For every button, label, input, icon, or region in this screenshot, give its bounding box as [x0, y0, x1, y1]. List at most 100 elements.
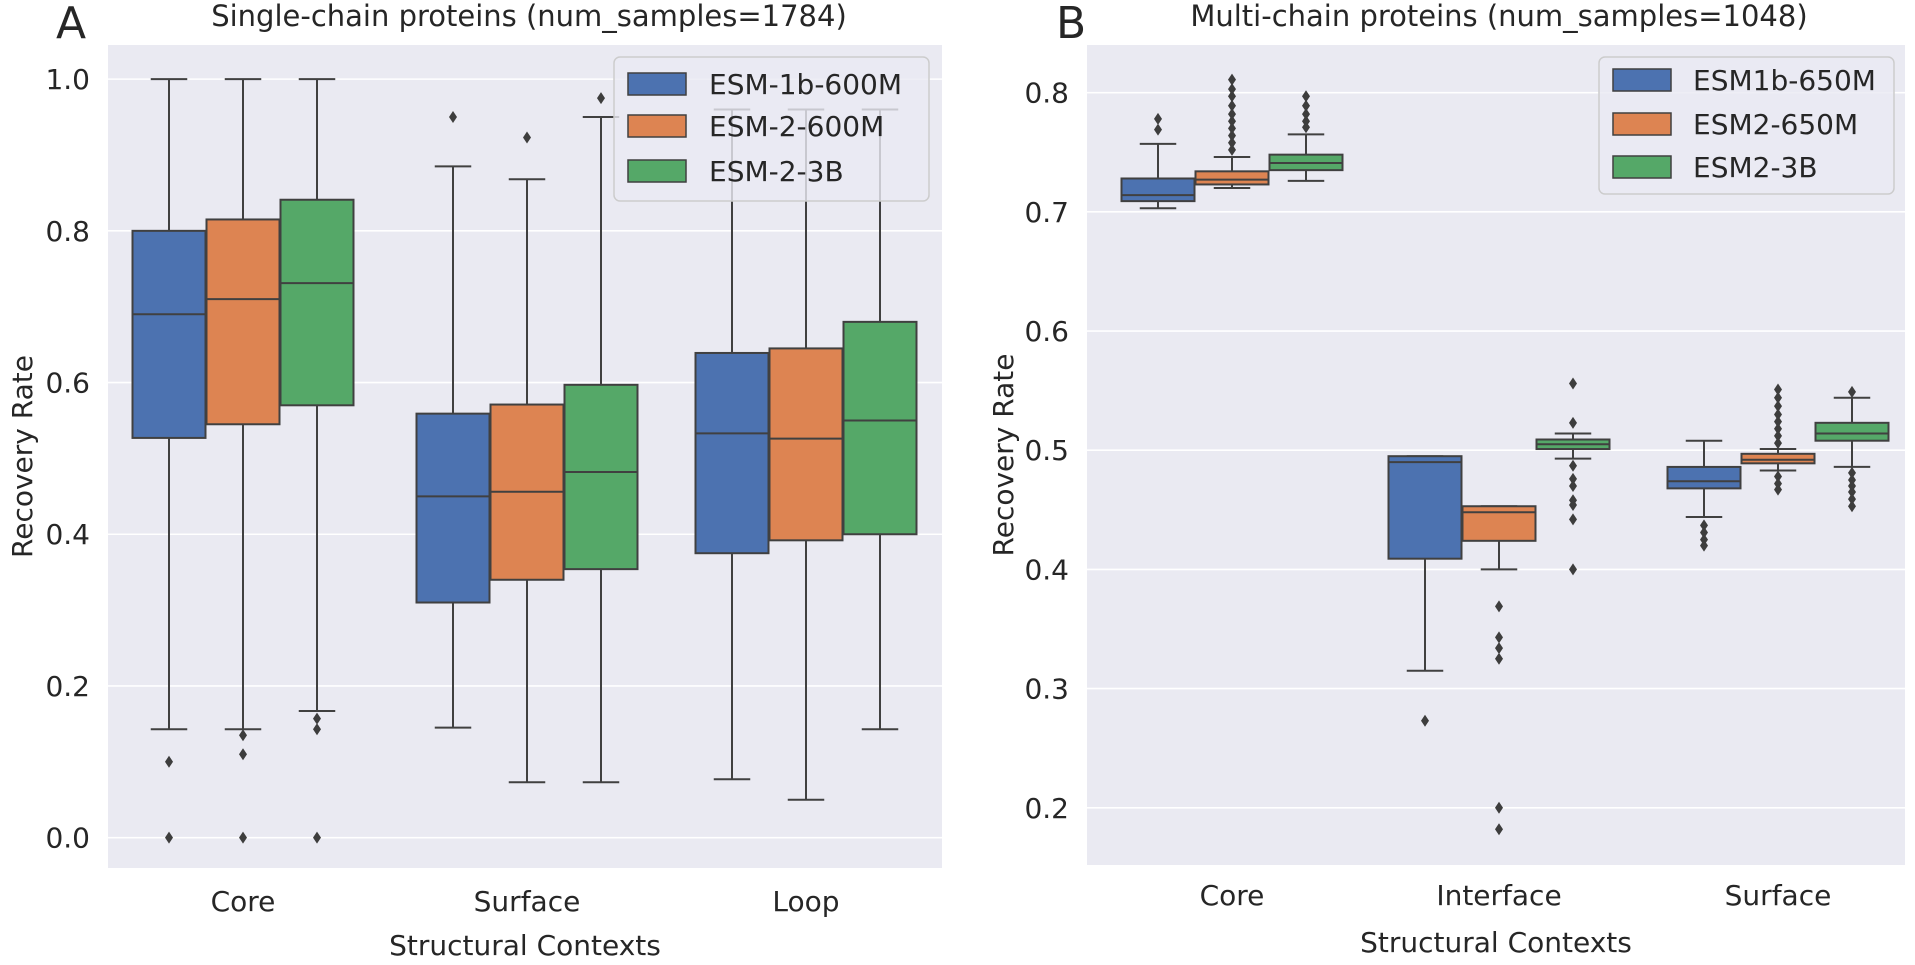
outlier-point — [1774, 470, 1782, 483]
x-axis-label: Structural Contexts — [1360, 926, 1632, 959]
outlier-point — [1495, 642, 1503, 655]
outlier-point — [1848, 500, 1856, 513]
y-tick-label: 0.2 — [1024, 792, 1069, 825]
box-body — [131, 229, 207, 439]
x-tick-label: Interface — [1436, 879, 1561, 912]
outlier-point — [1495, 600, 1503, 613]
outlier-point — [1774, 483, 1782, 496]
legend-frame — [613, 56, 930, 202]
y-tick-label: 0.3 — [1024, 673, 1069, 706]
box-body — [768, 347, 844, 542]
y-tick-label: 0.8 — [45, 215, 90, 248]
legend-entry: ESM2-3B — [1693, 151, 1818, 184]
outlier-point — [1302, 108, 1310, 121]
outlier-point — [1569, 479, 1577, 492]
outlier-point — [1228, 136, 1236, 149]
chart-panel-b: 0.2 0.3 0.4 0.5 0.6 0.7 0.8 Core Interface Surfac… — [987, 0, 1905, 959]
box-body — [694, 351, 770, 555]
outlier-point — [1774, 400, 1782, 413]
outlier-point — [313, 723, 321, 736]
outlier-point — [1302, 115, 1310, 128]
box-esm1b-650m-surface — [1666, 439, 1742, 552]
legend-swatch — [1612, 155, 1672, 179]
outlier-point — [1848, 485, 1856, 498]
box-esm2-3b-interface — [1535, 377, 1611, 576]
box-body — [1194, 170, 1270, 186]
outlier-point — [1569, 472, 1577, 485]
outlier-point — [1569, 563, 1577, 576]
outlier-point — [1495, 801, 1503, 814]
outlier-point — [1228, 108, 1236, 121]
outlier-point — [1228, 83, 1236, 96]
outlier-point — [1774, 437, 1782, 450]
box-esm-2-3b-core — [279, 78, 355, 844]
outlier-point — [239, 748, 247, 761]
legend-entry: ESM1b-650M — [1693, 64, 1876, 97]
outlier-point — [1421, 714, 1429, 727]
outlier-point — [165, 755, 173, 768]
box-esm2-650m-interface — [1461, 505, 1537, 836]
y-axis-label: Recovery Rate — [987, 354, 1020, 557]
outlier-point — [313, 831, 321, 844]
box-body — [415, 412, 491, 604]
outlier-point — [1154, 112, 1162, 125]
outlier-point — [1228, 73, 1236, 86]
outlier-point — [1774, 383, 1782, 396]
outlier-point — [1700, 526, 1708, 539]
outlier-point — [597, 92, 605, 105]
outlier-point — [1495, 823, 1503, 836]
outlier-point — [1495, 652, 1503, 665]
outlier-point — [1774, 391, 1782, 404]
box-body — [842, 320, 918, 536]
box-esm2-3b-core — [1268, 90, 1344, 182]
outlier-point — [1495, 631, 1503, 644]
outlier-point — [1848, 493, 1856, 506]
y-tick-label: 0.0 — [45, 822, 90, 855]
y-tick-label: 0.7 — [1024, 196, 1069, 229]
y-tick-label: 1.0 — [45, 63, 90, 96]
box-body — [1740, 452, 1816, 465]
box-esm2-3b-surface — [1814, 385, 1890, 513]
x-tick-label: Core — [1200, 879, 1265, 912]
outlier-point — [1154, 123, 1162, 136]
chart-title: Single-chain proteins (num_samples=1784) — [211, 0, 847, 33]
y-tick-label: 0.5 — [1024, 434, 1069, 467]
legend-frame — [1598, 56, 1895, 195]
outlier-point — [523, 131, 531, 144]
outlier-point — [1569, 499, 1577, 512]
box-esm-2-600m-surface — [489, 131, 565, 784]
outlier-point — [1302, 99, 1310, 112]
outlier-point — [1228, 143, 1236, 156]
box-esm-2-600m-core — [205, 78, 281, 844]
box-esm-1b-600m-loop — [694, 108, 770, 781]
box-body — [1387, 455, 1463, 560]
legend-swatch — [1612, 68, 1672, 92]
x-tick-label: Core — [211, 885, 276, 918]
box-body — [563, 383, 639, 571]
legend-swatch — [627, 72, 687, 96]
y-tick-label: 0.4 — [45, 518, 90, 551]
panel-label: B — [1056, 0, 1086, 49]
outlier-point — [1302, 90, 1310, 103]
x-tick-label: Surface — [474, 885, 581, 918]
box-body — [205, 218, 281, 426]
box-body — [1120, 177, 1196, 203]
outlier-point — [1569, 377, 1577, 390]
y-tick-label: 0.4 — [1024, 553, 1069, 586]
y-tick-label: 0.6 — [1024, 315, 1069, 348]
legend-swatch — [627, 114, 687, 138]
legend: ESM-1b-600M ESM-2-600M ESM-2-3B — [613, 56, 930, 202]
outlier-point — [1228, 122, 1236, 135]
box-esm-2-3b-loop — [842, 108, 918, 731]
legend-entry: ESM-2-600M — [709, 110, 884, 143]
x-tick-label: Surface — [1725, 879, 1832, 912]
box-body — [1666, 465, 1742, 490]
outlier-point — [1228, 129, 1236, 142]
outlier-point — [1228, 99, 1236, 112]
box-body — [1814, 421, 1890, 442]
outlier-point — [165, 831, 173, 844]
outlier-point — [1774, 415, 1782, 428]
outlier-point — [1700, 519, 1708, 532]
legend-entry: ESM-2-3B — [709, 155, 844, 188]
outlier-point — [313, 712, 321, 725]
